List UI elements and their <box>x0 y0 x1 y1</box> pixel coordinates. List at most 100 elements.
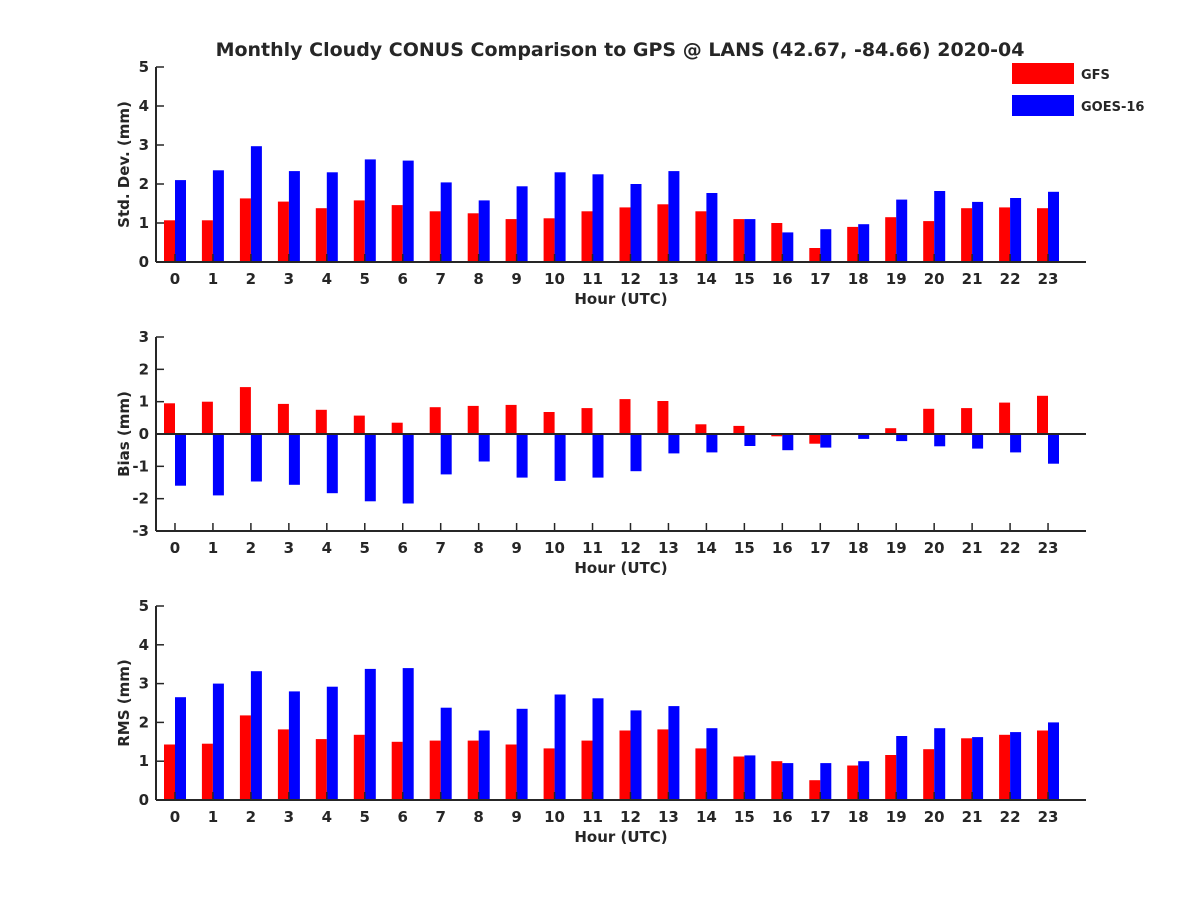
x-tick-label-bias-17: 17 <box>810 539 831 557</box>
bar-std-dev-goes16-hour-9 <box>516 186 528 262</box>
x-tick-label-std-dev-16: 16 <box>772 270 793 288</box>
bar-std-dev-gfs-hour-1 <box>201 220 213 262</box>
x-tick-label-bias-18: 18 <box>848 539 869 557</box>
bar-bias-gfs-hour-19 <box>885 428 897 434</box>
bar-rms-goes16-hour-21 <box>972 737 984 800</box>
bar-bias-gfs-hour-20 <box>923 408 935 434</box>
x-tick-label-bias-11: 11 <box>582 539 603 557</box>
x-tick-label-bias-21: 21 <box>962 539 983 557</box>
x-tick-label-std-dev-10: 10 <box>544 270 565 288</box>
x-tick-label-bias-1: 1 <box>208 539 218 557</box>
bar-rms-goes16-hour-6 <box>402 668 414 800</box>
bar-rms-gfs-hour-7 <box>429 740 441 800</box>
x-tick-label-std-dev-22: 22 <box>1000 270 1021 288</box>
x-tick-label-std-dev-0: 0 <box>170 270 180 288</box>
x-tick-label-rms-22: 22 <box>1000 808 1021 826</box>
x-axis-label-std-dev: Hour (UTC) <box>574 290 667 308</box>
bar-bias-goes16-hour-2 <box>250 434 262 482</box>
bar-rms-goes16-hour-3 <box>288 691 300 800</box>
bar-bias-gfs-hour-8 <box>467 405 479 434</box>
y-tick-label-std-dev-0: 0 <box>139 253 149 271</box>
x-tick-label-bias-10: 10 <box>544 539 565 557</box>
x-tick-label-bias-4: 4 <box>322 539 332 557</box>
x-tick-label-std-dev-17: 17 <box>810 270 831 288</box>
bar-bias-goes16-hour-5 <box>364 434 376 502</box>
bar-std-dev-goes16-hour-21 <box>972 201 984 262</box>
y-tick-label-std-dev-5: 5 <box>139 58 149 76</box>
bar-std-dev-gfs-hour-19 <box>885 217 897 262</box>
bar-std-dev-goes16-hour-12 <box>630 184 642 262</box>
bar-bias-gfs-hour-4 <box>315 409 327 435</box>
bar-std-dev-goes16-hour-15 <box>744 219 756 262</box>
bar-std-dev-gfs-hour-21 <box>961 208 973 262</box>
bar-std-dev-goes16-hour-10 <box>554 172 566 262</box>
bar-std-dev-gfs-hour-14 <box>695 211 707 262</box>
bar-bias-goes16-hour-3 <box>288 434 300 485</box>
x-tick-label-bias-13: 13 <box>658 539 679 557</box>
bar-bias-goes16-hour-11 <box>592 434 604 478</box>
bar-bias-gfs-hour-17 <box>809 434 821 444</box>
bar-std-dev-goes16-hour-7 <box>440 182 452 262</box>
bar-std-dev-goes16-hour-6 <box>402 160 414 262</box>
bar-rms-goes16-hour-8 <box>478 730 490 800</box>
bar-rms-goes16-hour-20 <box>934 728 946 800</box>
bar-rms-goes16-hour-9 <box>516 708 528 800</box>
x-tick-label-std-dev-12: 12 <box>620 270 641 288</box>
x-tick-label-std-dev-19: 19 <box>886 270 907 288</box>
bar-rms-gfs-hour-9 <box>505 744 517 800</box>
x-tick-label-bias-14: 14 <box>696 539 717 557</box>
x-tick-label-std-dev-7: 7 <box>435 270 445 288</box>
bar-rms-goes16-hour-13 <box>668 706 680 800</box>
y-tick-label-bias--2: -2 <box>132 490 149 508</box>
x-tick-label-rms-14: 14 <box>696 808 717 826</box>
bar-std-dev-goes16-hour-17 <box>820 229 832 262</box>
bar-rms-gfs-hour-19 <box>885 755 897 800</box>
bar-bias-gfs-hour-7 <box>429 407 441 434</box>
x-tick-label-rms-15: 15 <box>734 808 755 826</box>
bar-bias-goes16-hour-19 <box>896 434 908 442</box>
bar-bias-goes16-hour-8 <box>478 434 490 462</box>
bar-std-dev-gfs-hour-16 <box>771 223 783 262</box>
y-axis-label-bias: Bias (mm) <box>115 391 133 477</box>
y-tick-label-bias-0: 0 <box>139 425 149 443</box>
bar-rms-goes16-hour-22 <box>1010 732 1022 800</box>
x-tick-label-bias-22: 22 <box>1000 539 1021 557</box>
bar-rms-goes16-hour-2 <box>250 671 262 800</box>
bar-std-dev-gfs-hour-6 <box>391 205 403 262</box>
x-tick-label-rms-2: 2 <box>246 808 256 826</box>
bar-std-dev-gfs-hour-2 <box>239 198 251 262</box>
y-tick-label-rms-4: 4 <box>139 636 149 654</box>
bar-rms-goes16-hour-18 <box>858 761 870 800</box>
bar-rms-gfs-hour-15 <box>733 756 745 800</box>
bar-bias-goes16-hour-12 <box>630 434 642 472</box>
x-axis-label-bias: Hour (UTC) <box>574 559 667 577</box>
bar-bias-goes16-hour-22 <box>1010 434 1022 453</box>
bar-std-dev-goes16-hour-13 <box>668 171 680 262</box>
bar-rms-gfs-hour-17 <box>809 780 821 800</box>
bar-std-dev-goes16-hour-23 <box>1048 191 1059 262</box>
bar-bias-goes16-hour-20 <box>934 434 946 447</box>
x-tick-label-rms-17: 17 <box>810 808 831 826</box>
bar-bias-gfs-hour-1 <box>201 401 213 434</box>
bar-bias-gfs-hour-5 <box>353 415 365 434</box>
bar-rms-goes16-hour-17 <box>820 763 832 800</box>
bar-bias-goes16-hour-18 <box>858 434 870 439</box>
x-tick-label-std-dev-23: 23 <box>1038 270 1059 288</box>
bar-std-dev-goes16-hour-16 <box>782 232 794 262</box>
bar-bias-goes16-hour-6 <box>402 434 414 504</box>
bar-rms-goes16-hour-10 <box>554 694 566 800</box>
y-tick-label-rms-5: 5 <box>139 597 149 615</box>
bar-std-dev-gfs-hour-5 <box>353 200 365 262</box>
legend-swatch-goes16 <box>1012 95 1074 116</box>
bar-std-dev-gfs-hour-17 <box>809 248 821 262</box>
bar-rms-gfs-hour-1 <box>201 743 213 800</box>
bar-std-dev-goes16-hour-5 <box>364 159 376 262</box>
bar-std-dev-gfs-hour-11 <box>581 211 593 262</box>
bar-bias-gfs-hour-23 <box>1037 395 1048 434</box>
x-tick-label-rms-16: 16 <box>772 808 793 826</box>
bar-rms-goes16-hour-23 <box>1048 722 1059 800</box>
bar-std-dev-goes16-hour-2 <box>250 146 262 262</box>
bar-std-dev-goes16-hour-0 <box>175 180 186 262</box>
x-tick-label-bias-20: 20 <box>924 539 945 557</box>
